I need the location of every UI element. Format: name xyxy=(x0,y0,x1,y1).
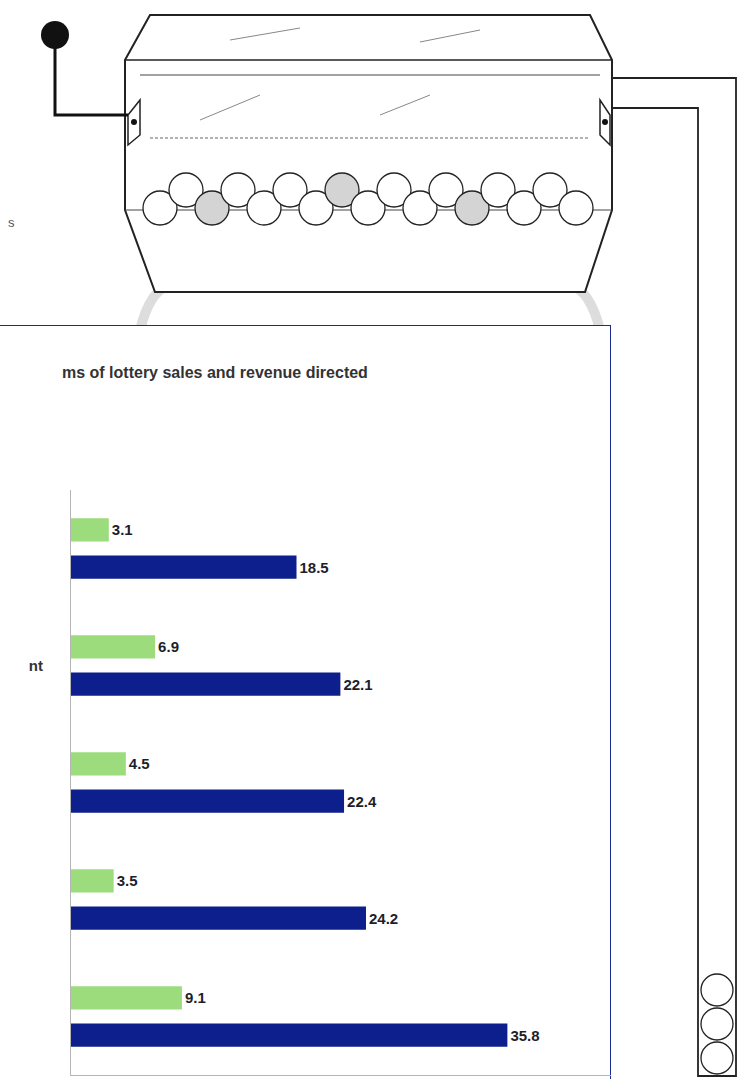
svg-text:s: s xyxy=(8,215,15,230)
svg-text:4.5: 4.5 xyxy=(129,755,150,772)
svg-text:22.4: 22.4 xyxy=(347,793,377,810)
svg-text:3.5: 3.5 xyxy=(117,872,138,889)
svg-text:nt: nt xyxy=(29,657,43,674)
svg-text:9.1: 9.1 xyxy=(185,989,206,1006)
svg-text:35.8: 35.8 xyxy=(510,1027,539,1044)
svg-text:22.1: 22.1 xyxy=(343,676,372,693)
svg-text:ms of lottery sales and revenu: ms of lottery sales and revenue directed xyxy=(62,364,368,381)
svg-text:18.5: 18.5 xyxy=(300,559,329,576)
svg-text:3.1: 3.1 xyxy=(112,521,133,538)
svg-text:6.9: 6.9 xyxy=(158,638,179,655)
svg-text:24.2: 24.2 xyxy=(369,910,398,927)
